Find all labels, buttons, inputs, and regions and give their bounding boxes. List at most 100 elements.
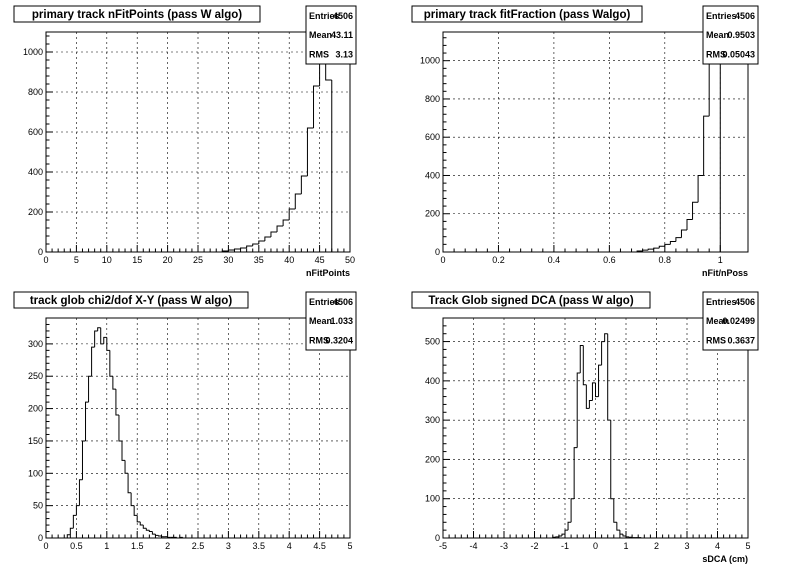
c3-y-tick-label-0: 0 xyxy=(435,533,440,543)
c1-x-tick-label-3: 0.6 xyxy=(603,255,616,265)
panel-fitfraction: 0 0.2 0.4 0.6 0.8 1 0 200 400 600 800 1000 nFit/nPos… xyxy=(398,0,796,286)
c2-bin-28 xyxy=(151,531,156,535)
c1-chart-title: primary track fitFraction (pass Walgo) xyxy=(424,9,631,21)
c2-bin-27 xyxy=(148,530,153,533)
c3-stat-label-rms: RMS xyxy=(706,335,726,345)
c2-bin-12 xyxy=(103,336,107,344)
c1-x-tick-label-2: 0.4 xyxy=(548,255,561,265)
c1-stat-value-entries: 4506 xyxy=(735,11,755,21)
c3-bin-23 xyxy=(622,534,626,537)
c2-bin-16 xyxy=(115,389,119,416)
c2-bin-2 xyxy=(72,514,77,529)
c3-bin-11 xyxy=(585,384,590,409)
c3-bin-14 xyxy=(595,382,599,398)
c2-y-tick-label-3: 150 xyxy=(28,436,43,446)
c3-x-tick-label-3: -2 xyxy=(530,541,538,551)
c3-bin-13 xyxy=(591,382,596,401)
c2-bin-21 xyxy=(130,492,135,507)
c1-bin-4 xyxy=(658,245,665,249)
c0-x-tick-label-7: 35 xyxy=(254,255,264,265)
panel-signed-dca: -5 -4 -3 -2 -1 0 1 2 3 4 5 0 100 200 300 400 500 sDCA (cm… xyxy=(398,286,796,572)
c2-bin-7 xyxy=(88,375,92,403)
c0-bin-33 xyxy=(246,245,253,248)
c0-stat-value-entries: 4506 xyxy=(333,11,353,21)
c0-x-tick-label-0: 0 xyxy=(43,255,48,265)
c0-y-tick-label-2: 400 xyxy=(28,167,43,177)
c3-bin-17 xyxy=(604,333,608,342)
c3-bin-8 xyxy=(576,372,581,448)
c0-bin-44 xyxy=(313,85,320,128)
c3-bin-6 xyxy=(570,498,575,523)
c2-bin-1 xyxy=(69,527,74,535)
c1-x-tick-label-0: 0 xyxy=(440,255,445,265)
c0-x-tick-label-8: 40 xyxy=(284,255,294,265)
c2-x-tick-label-4: 2 xyxy=(165,541,170,551)
c0-bin-34 xyxy=(252,243,259,246)
c0-y-tick-label-3: 600 xyxy=(28,127,43,137)
c2-stat-label-entries: Entries xyxy=(309,297,340,307)
c3-title-box xyxy=(411,291,651,309)
c1-y-tick-label-2: 400 xyxy=(425,170,440,180)
c2-title-box xyxy=(13,291,249,309)
c2-x-tick-label-1: 0.5 xyxy=(70,541,83,551)
c0-stats-box xyxy=(305,5,357,65)
c0-title-box xyxy=(13,5,261,23)
c3-bin-19 xyxy=(610,420,614,500)
c0-y-tick-label-1: 200 xyxy=(28,207,43,217)
c2-chart-title: track glob chi2/dof X-Y (pass W algo) xyxy=(30,295,233,307)
c1-bin-10 xyxy=(692,201,699,220)
c3-y-tick-label-5: 500 xyxy=(425,337,440,347)
c3-y-tick-label-2: 200 xyxy=(425,454,440,464)
c2-y-tick-label-1: 50 xyxy=(33,501,43,511)
c3-x-tick-label-8: 3 xyxy=(684,541,689,551)
c2-bin-3 xyxy=(75,505,80,516)
c0-y-tick-label-5: 1000 xyxy=(23,47,43,57)
c0-x-tick-label-9: 45 xyxy=(315,255,325,265)
c3-stat-value-rms: 0.3637 xyxy=(727,335,755,345)
c2-x-tick-label-0: 0 xyxy=(43,541,48,551)
c3-bin-10 xyxy=(582,345,587,386)
c3-stat-value-entries: 4506 xyxy=(735,297,755,307)
c1-title-box xyxy=(411,5,643,23)
c2-x-tick-label-10: 5 xyxy=(347,541,352,551)
c2-bin-8 xyxy=(91,346,95,377)
c3-x-tick-label-0: -5 xyxy=(439,541,447,551)
c2-bin-15 xyxy=(112,376,116,390)
c3-bin-21 xyxy=(616,522,620,531)
c2-bin-6 xyxy=(85,401,89,441)
c0-bin-35 xyxy=(258,240,265,244)
c2-x-tick-label-3: 1.5 xyxy=(131,541,144,551)
c3-y-tick-label-1: 100 xyxy=(425,494,440,504)
c3-x-axis-label: sDCA (cm) xyxy=(702,554,748,564)
c1-x-axis-label: nFit/nPoss xyxy=(702,268,748,278)
c0-bin-38 xyxy=(276,225,284,232)
c3-stat-label-mean: Mean xyxy=(706,316,729,326)
c0-x-tick-label-3: 15 xyxy=(132,255,142,265)
c2-bin-23 xyxy=(136,515,141,523)
c2-bin-22 xyxy=(133,505,138,516)
c3-bin-20 xyxy=(613,498,617,523)
c1-stat-value-rms: 0.05043 xyxy=(722,49,755,59)
c3-bin-5 xyxy=(567,521,572,531)
c3-bin-18 xyxy=(607,333,611,421)
c0-stat-value-rms: 3.13 xyxy=(335,49,353,59)
c2-y-tick-label-0: 0 xyxy=(38,533,43,543)
c2-bin-9 xyxy=(94,330,98,348)
c0-bin-36 xyxy=(264,236,271,241)
c1-bin-12 xyxy=(703,115,710,176)
c2-bin-13 xyxy=(106,337,110,351)
c1-y-tick-label-0: 0 xyxy=(435,247,440,257)
c3-y-tick-label-3: 300 xyxy=(425,415,440,425)
c1-y-tick-label-1: 200 xyxy=(425,209,440,219)
c1-bin-9 xyxy=(686,218,693,230)
c2-bin-5 xyxy=(81,440,86,480)
c1-stat-label-rms: RMS xyxy=(706,49,726,59)
c2-bin-25 xyxy=(142,525,147,529)
c0-x-tick-label-2: 10 xyxy=(102,255,112,265)
c0-bin-40 xyxy=(288,208,296,220)
c1-bin-8 xyxy=(680,229,687,238)
c2-stat-value-entries: 4506 xyxy=(333,297,353,307)
c0-y-tick-label-0: 0 xyxy=(38,247,43,257)
c2-y-tick-label-5: 250 xyxy=(28,371,43,381)
